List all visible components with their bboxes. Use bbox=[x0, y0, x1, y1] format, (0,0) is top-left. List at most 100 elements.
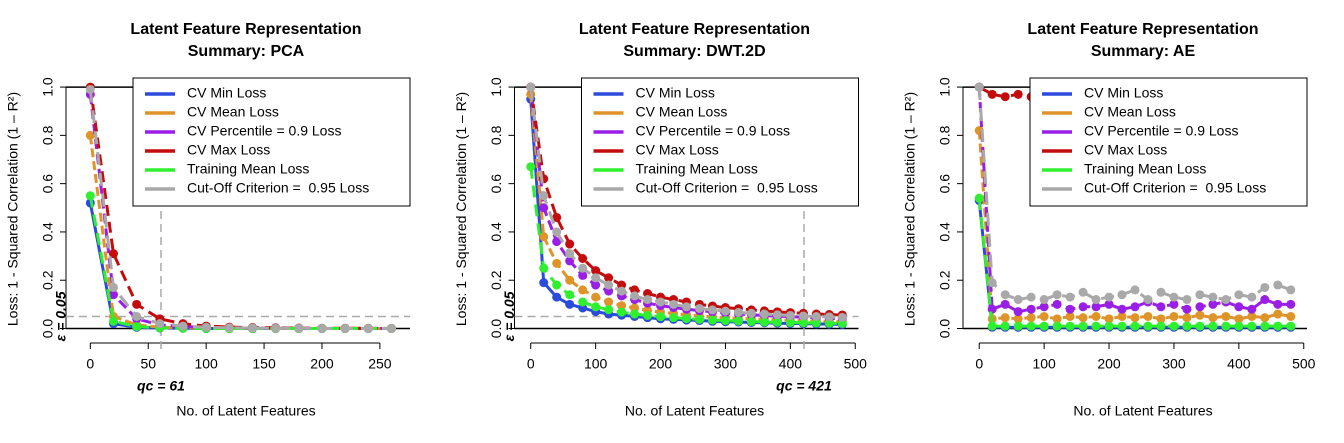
data-point bbox=[578, 285, 588, 295]
data-point bbox=[604, 305, 614, 315]
data-point bbox=[1208, 321, 1218, 331]
x-tick-label: 0 bbox=[975, 356, 983, 372]
data-point bbox=[539, 232, 549, 242]
data-point bbox=[591, 292, 601, 302]
y-tick-label: 0.4 bbox=[488, 222, 504, 242]
data-point bbox=[1104, 321, 1114, 331]
data-point bbox=[1247, 304, 1257, 314]
data-point bbox=[1234, 314, 1244, 324]
data-point bbox=[1247, 292, 1257, 302]
data-point bbox=[565, 290, 575, 300]
data-point bbox=[669, 313, 679, 323]
data-point bbox=[108, 316, 118, 326]
data-point bbox=[811, 311, 821, 321]
data-point bbox=[798, 311, 808, 321]
data-point bbox=[1130, 321, 1140, 331]
y-tick-label: 1.0 bbox=[40, 77, 56, 97]
data-point bbox=[1156, 302, 1166, 312]
data-point bbox=[1026, 321, 1036, 331]
data-point bbox=[720, 306, 730, 316]
x-tick-label: 0 bbox=[86, 356, 94, 372]
y-tick-label: 1.0 bbox=[937, 77, 953, 97]
data-point bbox=[317, 324, 327, 334]
data-point bbox=[772, 310, 782, 320]
data-point bbox=[617, 301, 627, 311]
chart-title: Latent Feature Representation bbox=[1027, 21, 1258, 38]
y-tick-label: 0.4 bbox=[40, 222, 56, 242]
data-point bbox=[837, 312, 847, 322]
data-point bbox=[1169, 292, 1179, 302]
data-point bbox=[108, 249, 118, 259]
data-point bbox=[132, 299, 142, 309]
y-tick-label: 0.0 bbox=[937, 319, 953, 339]
x-axis-label: No. of Latent Features bbox=[176, 403, 315, 419]
data-point bbox=[1026, 313, 1036, 323]
chart-subtitle: Summary: PCA bbox=[188, 43, 305, 60]
data-point bbox=[1039, 295, 1049, 305]
y-axis-label: Loss: 1 - Squared Correlation (1 – R²) bbox=[5, 92, 21, 326]
data-point bbox=[974, 193, 984, 203]
legend-label: CV Mean Loss bbox=[187, 104, 279, 120]
y-tick-label: 1.0 bbox=[488, 77, 504, 97]
data-point bbox=[1169, 299, 1179, 309]
data-point bbox=[1182, 304, 1192, 314]
data-point bbox=[565, 299, 575, 309]
data-point bbox=[682, 302, 691, 312]
data-point bbox=[1000, 321, 1010, 331]
series-line bbox=[88, 202, 392, 331]
data-point bbox=[1052, 290, 1062, 300]
legend-box bbox=[132, 77, 411, 207]
x-tick-label: 500 bbox=[844, 356, 868, 372]
y-tick-label: 0.8 bbox=[40, 125, 56, 145]
x-axis-label: No. of Latent Features bbox=[625, 403, 764, 419]
y-tick-label: 0.2 bbox=[488, 270, 504, 290]
data-point bbox=[1286, 311, 1296, 321]
legend-label: Cut-Off Criterion = 0.95 Loss bbox=[636, 180, 818, 196]
chart-subtitle: Summary: AE bbox=[1091, 43, 1196, 60]
data-point bbox=[1273, 321, 1283, 331]
y-tick-label: 0.8 bbox=[488, 125, 504, 145]
data-point bbox=[578, 270, 588, 280]
data-point bbox=[1234, 302, 1244, 312]
data-point bbox=[224, 323, 234, 333]
data-point bbox=[1221, 321, 1231, 331]
data-point bbox=[694, 303, 704, 313]
data-point bbox=[1000, 92, 1010, 102]
data-point bbox=[987, 304, 997, 314]
data-point bbox=[247, 323, 257, 333]
chart-title: Latent Feature Representation bbox=[579, 21, 810, 38]
x-tick-label: 150 bbox=[252, 356, 276, 372]
data-point bbox=[1273, 309, 1283, 319]
data-point bbox=[1065, 292, 1075, 302]
y-tick-label: 0.4 bbox=[937, 222, 953, 242]
data-point bbox=[811, 318, 821, 328]
panel: Latent Feature Representation Summary: DW… bbox=[453, 21, 867, 418]
data-point bbox=[108, 290, 118, 300]
data-point bbox=[824, 318, 834, 328]
data-point bbox=[1091, 321, 1101, 331]
data-point bbox=[1052, 314, 1062, 324]
data-point bbox=[1182, 321, 1192, 331]
data-point bbox=[733, 307, 743, 317]
legend-label: CV Max Loss bbox=[636, 142, 719, 158]
y-tick-label: 0.2 bbox=[40, 270, 56, 290]
data-point bbox=[1104, 314, 1114, 324]
data-point bbox=[604, 297, 614, 307]
x-tick-label: 250 bbox=[368, 356, 392, 372]
data-point bbox=[974, 82, 984, 92]
data-point bbox=[824, 312, 834, 322]
data-point bbox=[201, 322, 211, 332]
legend-label: Cut-Off Criterion = 0.95 Loss bbox=[187, 180, 369, 196]
legend-label: CV Mean Loss bbox=[636, 104, 728, 120]
data-point bbox=[759, 317, 769, 327]
data-point bbox=[1065, 304, 1075, 314]
data-point bbox=[1273, 280, 1283, 290]
y-tick-label: 0.2 bbox=[937, 270, 953, 290]
qc-label: qc = 421 bbox=[776, 378, 832, 394]
data-point bbox=[132, 311, 142, 321]
data-point bbox=[682, 314, 691, 324]
data-point bbox=[552, 212, 562, 222]
data-point bbox=[552, 227, 562, 237]
data-point bbox=[1039, 321, 1049, 331]
